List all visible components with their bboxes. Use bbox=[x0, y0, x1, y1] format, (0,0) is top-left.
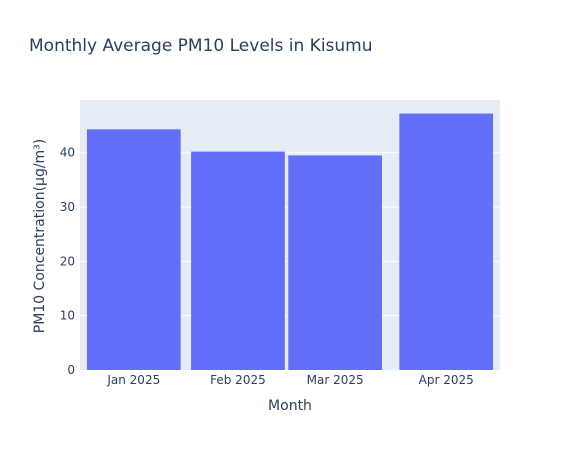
y-tick-labels: 0 10 20 30 40 bbox=[60, 146, 75, 377]
y-axis-title: PM10 Concentration(μg/m³) bbox=[32, 139, 48, 334]
y-tick-label: 30 bbox=[60, 200, 75, 214]
bar-feb-2025[interactable] bbox=[191, 151, 285, 370]
bar-mar-2025[interactable] bbox=[288, 155, 382, 370]
x-tick-label: Jan 2025 bbox=[106, 373, 160, 387]
bars bbox=[86, 113, 494, 371]
chart-title: Monthly Average PM10 Levels in Kisumu bbox=[29, 36, 373, 56]
y-tick-label: 0 bbox=[67, 363, 75, 377]
x-tick-label: Feb 2025 bbox=[210, 373, 266, 387]
y-tick-label: 10 bbox=[60, 309, 75, 323]
x-axis-title: Month bbox=[268, 398, 312, 414]
x-tick-label: Mar 2025 bbox=[307, 373, 364, 387]
x-tick-labels: Jan 2025 Feb 2025 Mar 2025 Apr 2025 bbox=[106, 373, 473, 387]
y-tick-label: 40 bbox=[60, 146, 75, 160]
bar-apr-2025[interactable] bbox=[399, 113, 494, 371]
y-tick-label: 20 bbox=[60, 254, 75, 268]
bar-jan-2025[interactable] bbox=[86, 129, 181, 370]
x-tick-label: Apr 2025 bbox=[419, 373, 474, 387]
